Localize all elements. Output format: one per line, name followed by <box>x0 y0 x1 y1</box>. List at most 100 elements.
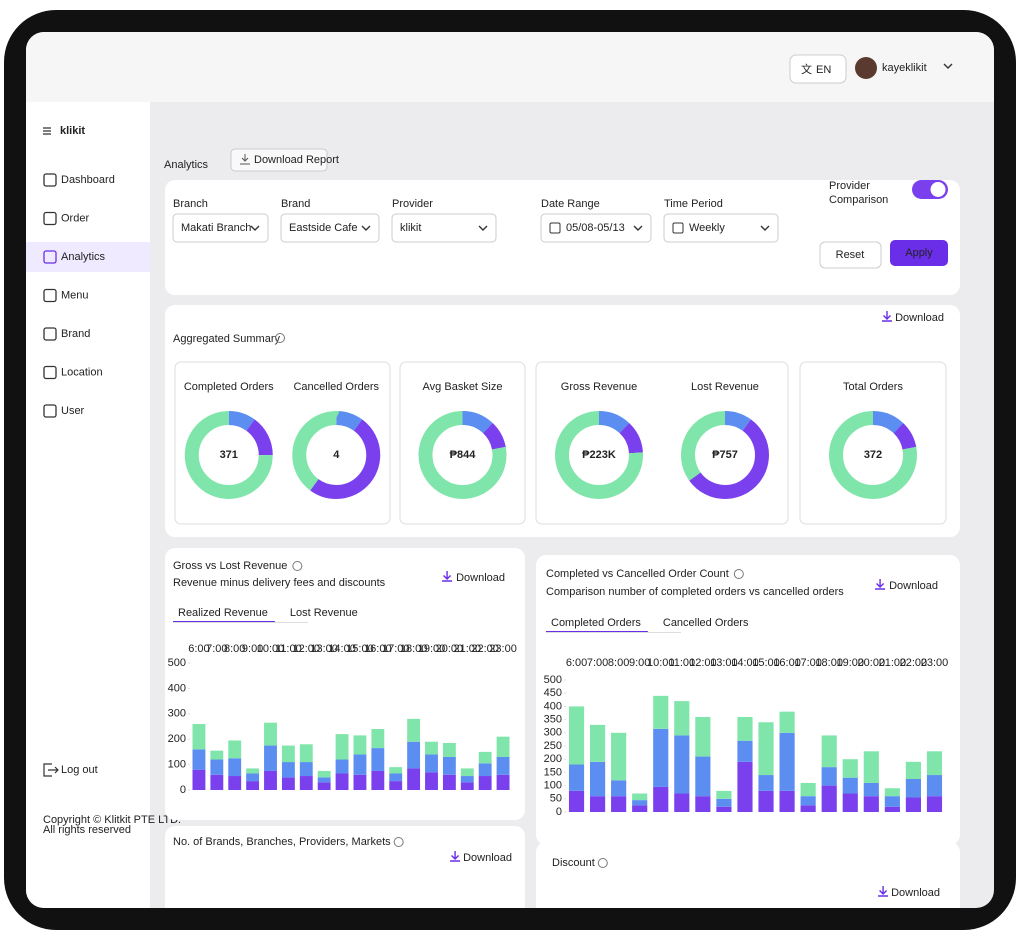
logout-icon <box>43 763 59 777</box>
y-tick-label: 500 <box>544 674 562 686</box>
bar-segment <box>496 774 510 790</box>
menu-item[interactable]: Brand <box>61 328 90 340</box>
bar-segment <box>281 745 295 763</box>
menu-icon <box>43 173 57 187</box>
dropdown[interactable] <box>540 213 652 243</box>
donut-center: ₱844 <box>450 449 477 461</box>
info-icon <box>393 837 404 847</box>
download-icon <box>240 154 250 165</box>
dropdown-value: Weekly <box>689 222 725 234</box>
donut-segment <box>184 411 273 499</box>
x-tick-label: 12:00 <box>293 643 321 655</box>
bar-segment <box>407 768 421 790</box>
bar-segment <box>496 756 510 775</box>
x-tick-label: 18:00 <box>400 643 428 655</box>
menu-item[interactable]: Dashboard <box>61 174 115 186</box>
summary-label: Lost Revenue <box>691 381 759 393</box>
user-name[interactable]: kayeklikit <box>882 62 927 74</box>
language-button[interactable] <box>789 54 847 84</box>
x-tick-label: 7:00 <box>206 643 227 655</box>
info-icon <box>292 561 303 571</box>
chart-tab[interactable]: Lost Revenue <box>290 607 358 619</box>
menu-item[interactable]: Location <box>61 366 103 378</box>
tab-underline <box>546 631 648 633</box>
bar-segment <box>228 776 242 790</box>
x-tick-label: 8:00 <box>608 657 629 669</box>
bar-segment <box>442 756 456 775</box>
chart-tab[interactable]: Cancelled Orders <box>663 617 749 629</box>
logout[interactable]: Log out <box>61 764 98 776</box>
menu-item[interactable]: Order <box>61 212 89 224</box>
bar-segment <box>210 759 224 775</box>
bar-segment <box>228 758 242 777</box>
x-tick-label: 16:00 <box>773 657 801 669</box>
bar-segment <box>926 751 943 776</box>
x-tick-label: 20:00 <box>858 657 886 669</box>
menu-item[interactable]: Analytics <box>61 251 106 263</box>
bar-segment <box>568 706 585 765</box>
summary-download[interactable]: Download <box>895 312 944 324</box>
logo: klikit <box>60 125 85 137</box>
card-download[interactable]: Download <box>463 852 512 864</box>
bar-segment <box>371 748 385 771</box>
bar-segment <box>317 777 331 783</box>
chart-download[interactable]: Download <box>456 572 505 584</box>
bar-segment <box>926 796 943 812</box>
chevron <box>943 63 953 69</box>
bar-segment <box>842 759 858 778</box>
bar-segment <box>371 729 385 749</box>
bar-segment <box>317 770 331 778</box>
reset: Reset <box>836 249 865 261</box>
info-icon <box>597 858 608 868</box>
y-tick-label: 350 <box>544 714 562 726</box>
chart-tab[interactable]: Completed Orders <box>551 617 641 629</box>
chevron <box>250 225 260 231</box>
y-tick-label: 400 <box>544 700 562 712</box>
bar-segment <box>228 740 242 759</box>
menu-item[interactable]: User <box>61 405 85 417</box>
summary-label: Gross Revenue <box>561 381 637 393</box>
bar-segment <box>674 701 690 736</box>
apply-button[interactable] <box>890 240 948 266</box>
bar-segment <box>737 740 753 762</box>
bar-segment <box>611 732 627 781</box>
chart-tab[interactable]: Realized Revenue <box>178 607 268 619</box>
bar-segment <box>800 805 816 812</box>
card-download[interactable]: Download <box>891 887 940 899</box>
summary-title: Aggregated Summary <box>173 333 280 345</box>
reset-button[interactable] <box>819 241 882 269</box>
donut-segment <box>829 411 917 499</box>
bar-segment <box>842 793 858 812</box>
y-tick-label: 300 <box>168 708 186 720</box>
chart-download[interactable]: Download <box>889 580 938 592</box>
bar-segment <box>407 718 421 742</box>
download-report-button[interactable] <box>230 148 328 172</box>
x-tick-label: 8:00 <box>224 643 245 655</box>
bar-segment <box>632 805 648 812</box>
x-tick-label: 9:00 <box>242 643 263 655</box>
bar-segment <box>653 695 669 729</box>
x-tick-label: 10:00 <box>647 657 675 669</box>
bar-segment <box>758 722 774 776</box>
x-tick-label: 20:00 <box>436 643 464 655</box>
donut-center: ₱223K <box>582 449 616 461</box>
donut-segment <box>418 411 507 499</box>
bar-segment <box>863 751 879 783</box>
donut-center: 372 <box>864 449 882 461</box>
y-tick-label: 250 <box>544 740 562 752</box>
dropdown[interactable] <box>172 213 269 243</box>
bar-segment <box>716 806 732 812</box>
bar-segment <box>737 716 753 741</box>
bar-segment <box>192 769 206 790</box>
summary-box <box>174 361 391 525</box>
dropdown[interactable] <box>280 213 380 243</box>
menu-item[interactable]: Menu <box>61 289 89 301</box>
bar-segment <box>264 770 277 790</box>
bar-segment <box>926 775 943 797</box>
bar-segment <box>317 782 331 790</box>
dropdown[interactable] <box>391 213 497 243</box>
dropdown[interactable] <box>663 213 779 243</box>
bar-segment <box>800 782 816 797</box>
provider-comparison: Provider <box>829 180 870 192</box>
